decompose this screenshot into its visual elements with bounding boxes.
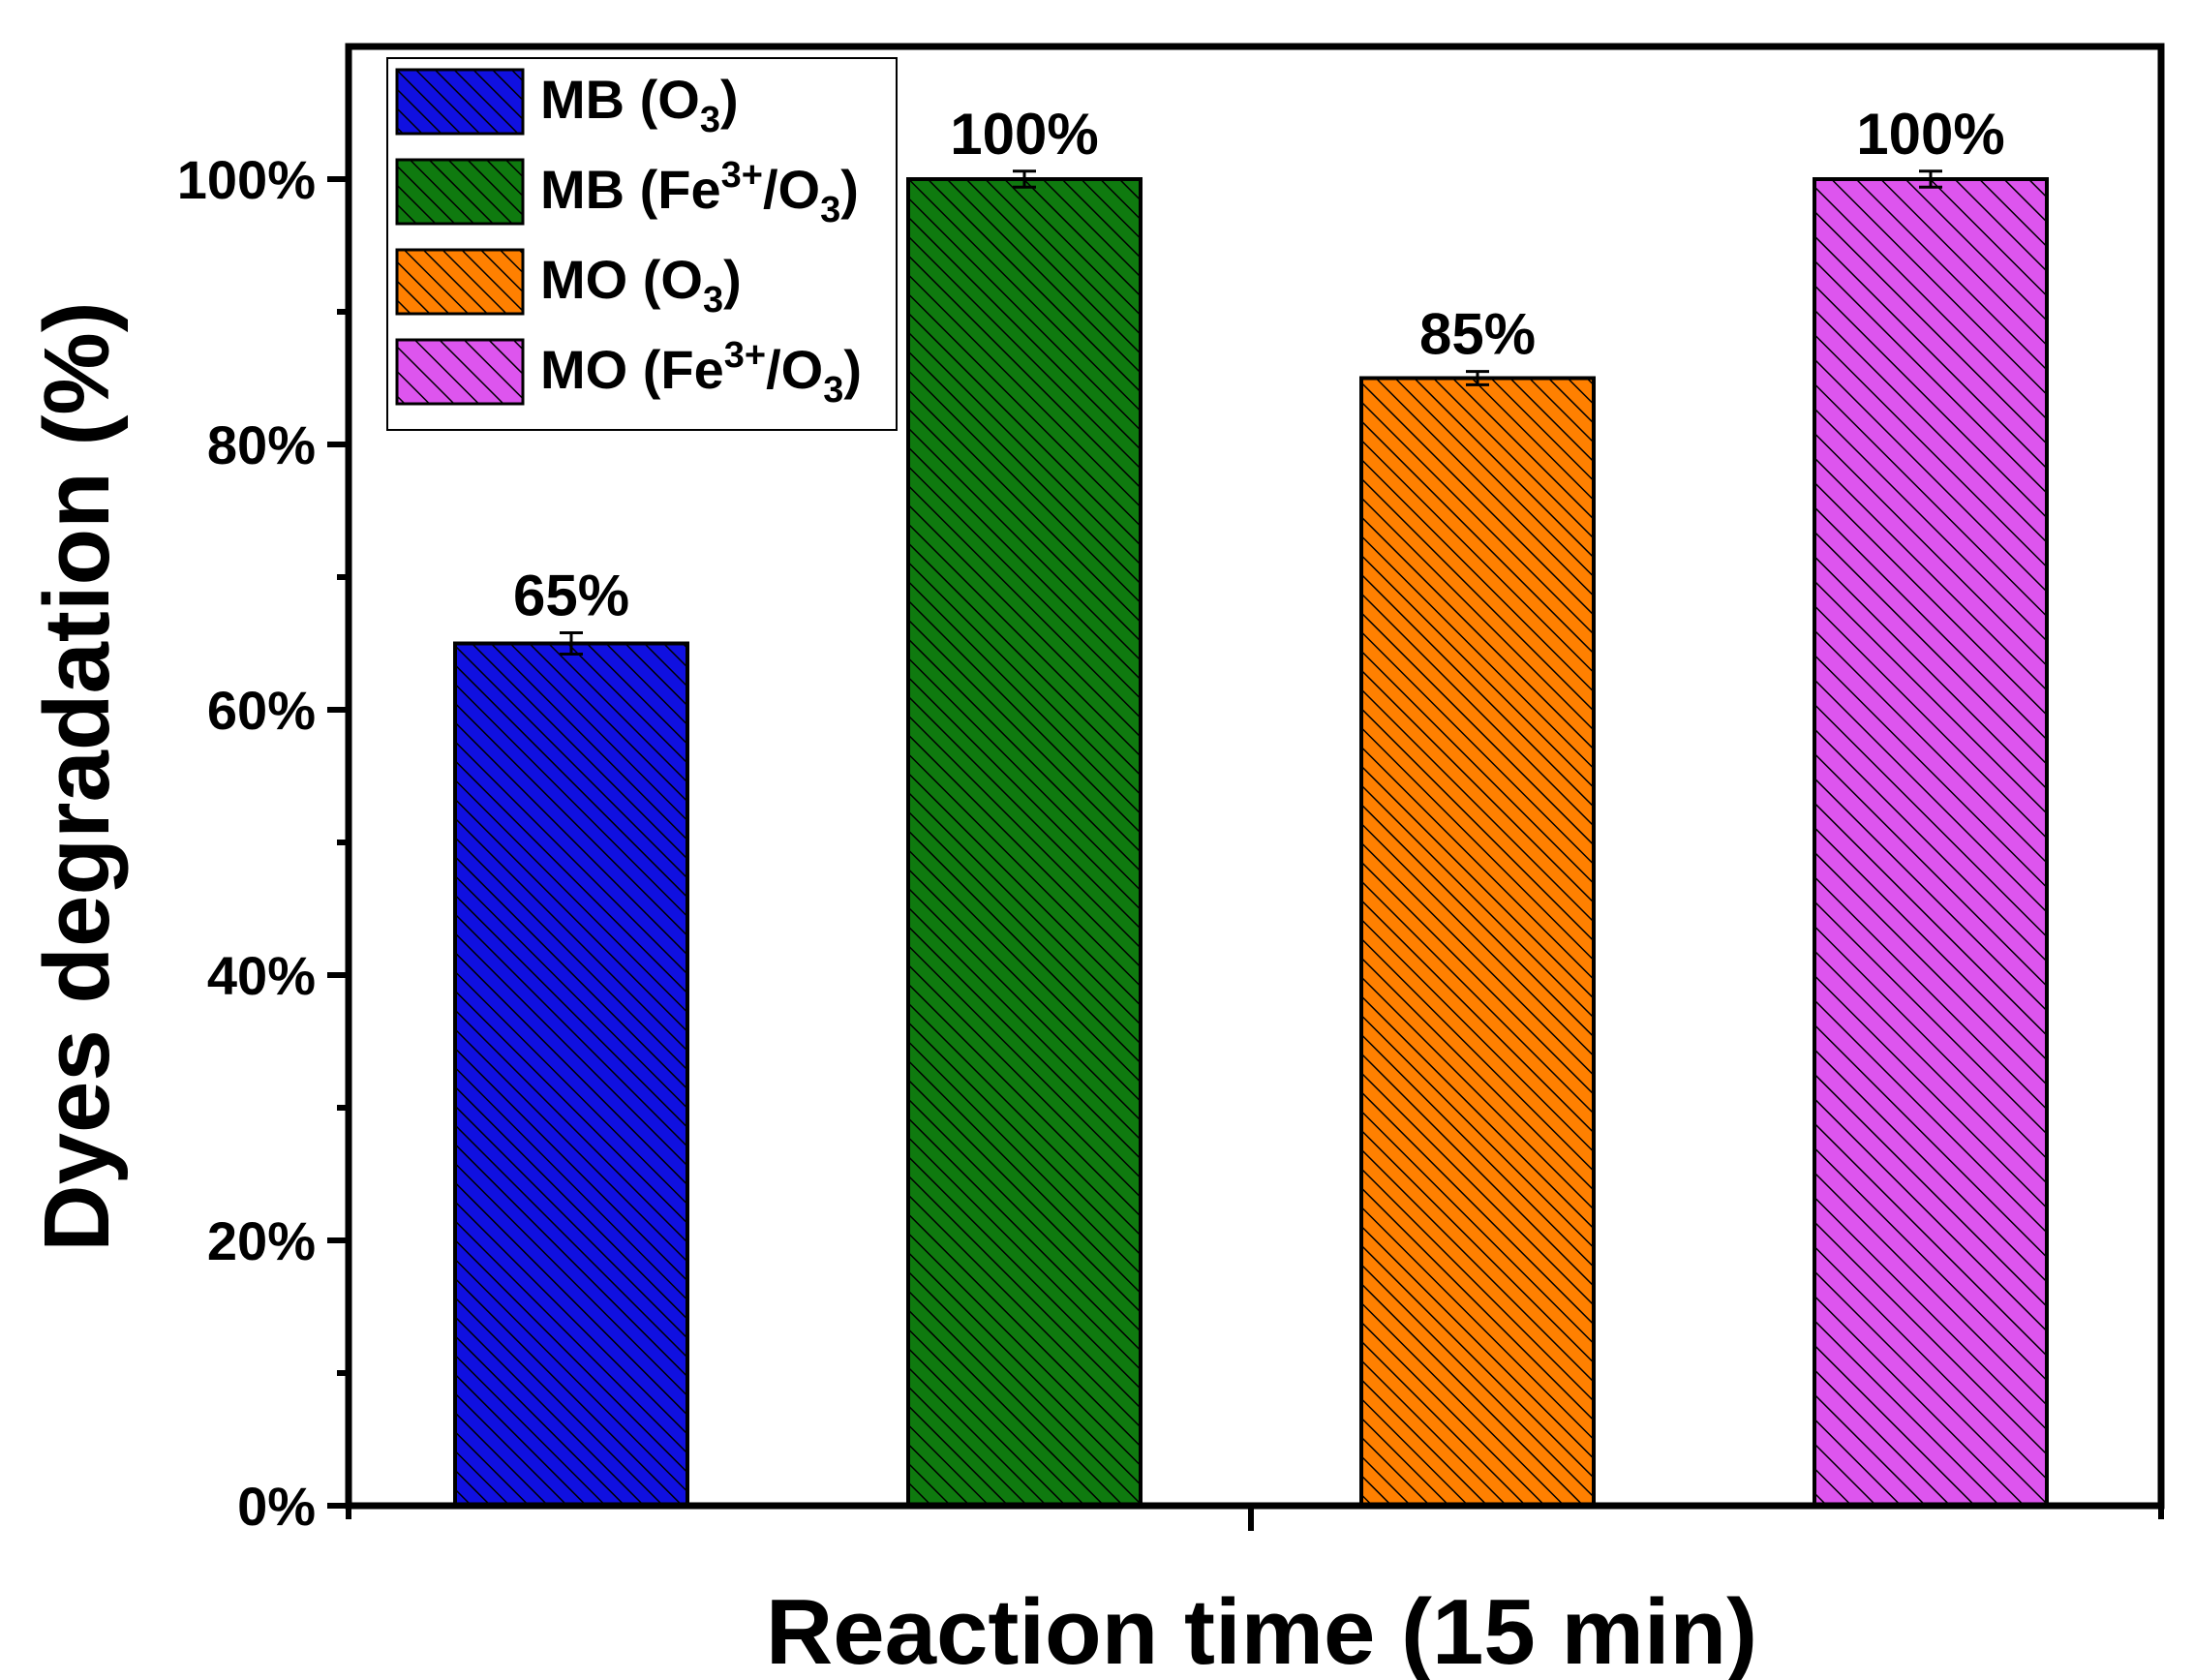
data-label: 65% bbox=[513, 564, 629, 628]
data-label: 85% bbox=[1419, 302, 1536, 367]
bars-layer bbox=[453, 169, 2049, 1508]
legend: MB (O3) MB (Fe3+/O3) MO (O3) MO (Fe3+/O3) bbox=[386, 57, 898, 431]
axes-layer: 0% 20% 40% 60% 80% 100% bbox=[177, 43, 2165, 1537]
legend-label: MB (Fe3+/O3) bbox=[540, 155, 859, 230]
error-bar bbox=[560, 631, 583, 656]
plot-frame bbox=[345, 43, 2165, 1510]
data-label: 100% bbox=[1856, 102, 2004, 167]
legend-label: MO (Fe3+/O3) bbox=[540, 335, 862, 411]
y-tick-label: 100% bbox=[177, 149, 316, 210]
legend-swatch bbox=[395, 338, 525, 406]
bar bbox=[906, 177, 1143, 1508]
y-tick-label: 80% bbox=[207, 414, 316, 475]
y-tick-label: 0% bbox=[237, 1476, 316, 1537]
labels-layer: 65% 100% 85% 100% bbox=[513, 102, 2005, 628]
legend-swatch bbox=[395, 158, 525, 226]
bar bbox=[453, 641, 689, 1508]
error-bar bbox=[1919, 169, 1942, 189]
error-bar bbox=[1466, 370, 1489, 386]
y-tick-label: 60% bbox=[207, 680, 316, 741]
y-tick-label: 20% bbox=[207, 1210, 316, 1271]
legend-label: MO (O3) bbox=[540, 249, 742, 321]
y-axis-title: Dyes degradation (%) bbox=[25, 301, 129, 1252]
bar bbox=[1813, 177, 2049, 1508]
legend-swatch bbox=[395, 248, 525, 316]
legend-swatch bbox=[395, 68, 525, 136]
y-tick-label: 40% bbox=[207, 945, 316, 1006]
bar bbox=[1359, 376, 1596, 1508]
x-axis-title: Reaction time (15 min) bbox=[766, 1580, 1757, 1680]
error-bar bbox=[1013, 169, 1036, 189]
legend-label: MB (O3) bbox=[540, 69, 739, 140]
data-label: 100% bbox=[950, 102, 1098, 167]
